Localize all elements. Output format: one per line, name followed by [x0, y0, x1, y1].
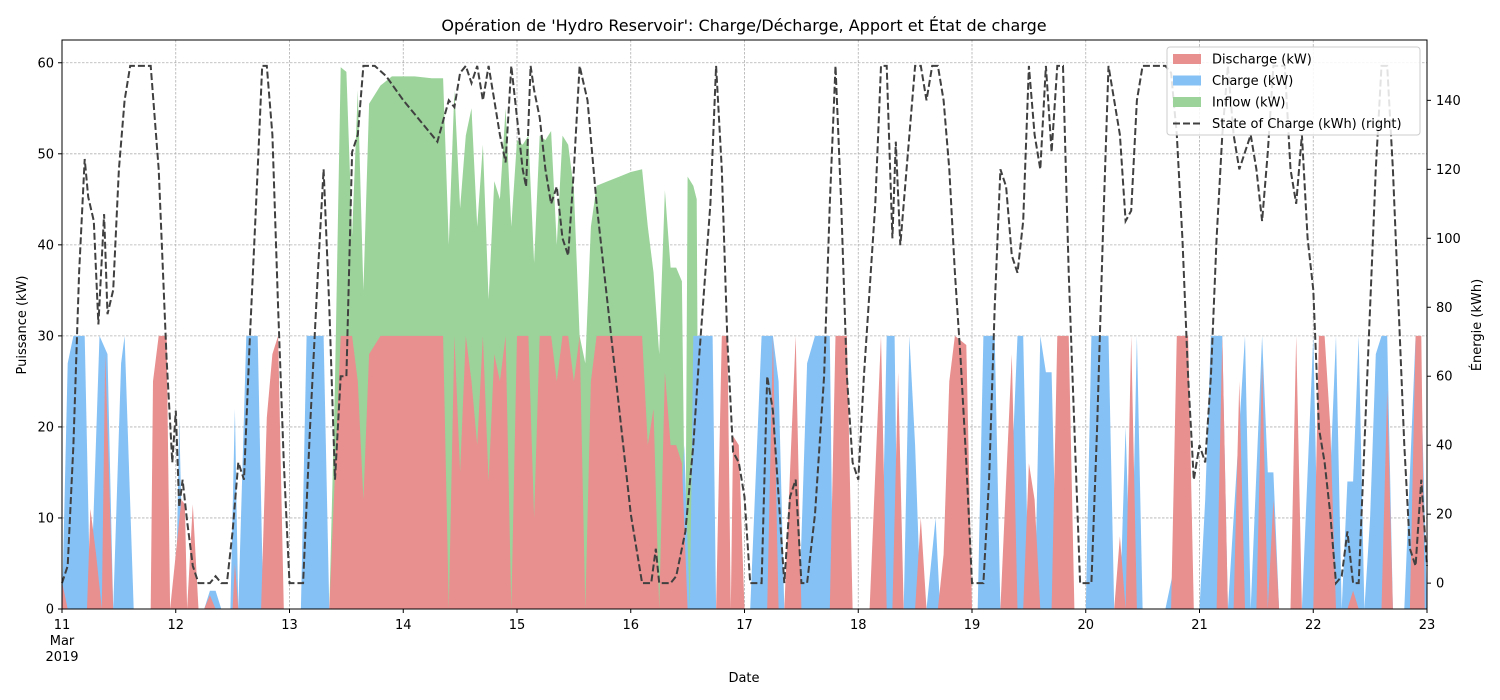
- legend-swatch-charge-kw: [1173, 75, 1201, 86]
- legend-swatch-discharge-kw: [1173, 54, 1201, 64]
- y-right-tick-label: 120: [1436, 163, 1461, 178]
- y-axis-right-label: Énergie (kWh): [1469, 279, 1485, 371]
- x-tick-label: 16: [622, 618, 639, 633]
- series-area-discharge-kw: [62, 335, 1427, 609]
- chart-title: Opération de 'Hydro Reservoir': Charge/D…: [441, 16, 1046, 35]
- x-tick-label: 12: [167, 618, 184, 633]
- x-tick-label: 15: [509, 618, 526, 633]
- x-tick-label: 11: [54, 618, 71, 633]
- x-tick-label: 21: [1191, 618, 1208, 633]
- y-right-tick-label: 100: [1436, 232, 1461, 247]
- y-left-tick-label: 10: [37, 511, 54, 526]
- y-left-tick-label: 60: [37, 56, 54, 71]
- x-tick-label: 23: [1419, 618, 1436, 633]
- y-right-tick-label: 80: [1436, 301, 1453, 316]
- legend-swatch-inflow-kw: [1173, 97, 1201, 107]
- y-right-tick-label: 60: [1436, 370, 1453, 385]
- x-tick-label: 13: [281, 618, 298, 633]
- y-left-tick-label: 30: [37, 329, 54, 344]
- y-left-tick-label: 50: [37, 147, 54, 162]
- x-tick-sublabel: Mar: [50, 634, 75, 649]
- y-left-tick-label: 20: [37, 420, 54, 435]
- x-tick-label: 18: [850, 618, 867, 633]
- legend-label-inflow-kw: Inflow (kW): [1212, 96, 1286, 111]
- y-right-tick-label: 140: [1436, 94, 1461, 109]
- x-tick-label: 22: [1305, 618, 1322, 633]
- x-axis-label: Date: [728, 671, 759, 686]
- x-tick-label: 14: [395, 618, 412, 633]
- y-right-tick-label: 40: [1436, 439, 1453, 454]
- y-right-tick-label: 0: [1436, 577, 1444, 592]
- y-right-tick-label: 20: [1436, 508, 1453, 523]
- plot-series: [61, 63, 1428, 610]
- legend-label-charge-kw: Charge (kW): [1212, 74, 1293, 89]
- y-left-tick-label: 0: [46, 603, 54, 618]
- x-tick-label: 19: [964, 618, 981, 633]
- x-tick-label: 17: [736, 618, 753, 633]
- legend-label-state-of-charge-kwh-right: State of Charge (kWh) (right): [1212, 117, 1402, 132]
- series-line-state-of-charge-kwh-right: [61, 63, 1428, 586]
- legend-label-discharge-kw: Discharge (kW): [1212, 53, 1312, 68]
- legend: Discharge (kW) Charge (kW) Inflow (kW) Stat…: [1166, 46, 1421, 136]
- y-left-tick-label: 40: [37, 238, 54, 253]
- y-axis-left-label: Puissance (kW): [15, 275, 30, 374]
- x-tick-sublabel: 2019: [45, 650, 78, 665]
- x-tick-label: 20: [1077, 618, 1094, 633]
- legend-box: [1166, 46, 1421, 136]
